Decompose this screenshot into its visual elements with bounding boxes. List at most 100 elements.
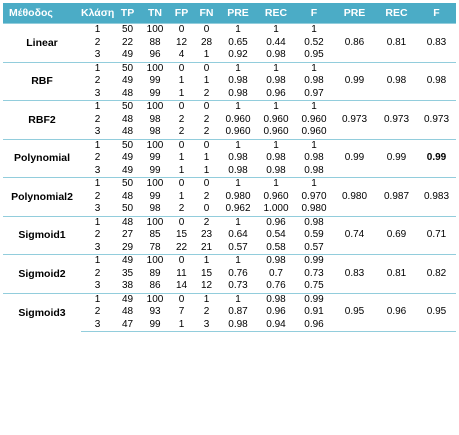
- rec-cell: 0.98: [257, 254, 295, 268]
- avg-rec-cell: [376, 215, 417, 229]
- class-cell: 2: [94, 75, 101, 87]
- header-pre: PRE: [219, 3, 257, 24]
- tn-cell: 96: [149, 49, 161, 61]
- class-cell: 3: [94, 87, 101, 99]
- f-cell: 1: [295, 100, 333, 114]
- avg-rec-cell: [376, 242, 417, 255]
- f-cell: 0.73: [304, 267, 324, 279]
- tp-cell: 50: [114, 138, 141, 152]
- fp-cell: 1: [178, 75, 185, 87]
- method-name: RBF: [3, 61, 81, 101]
- avg-rec-cell: [376, 23, 417, 37]
- avg-rec-cell: [376, 177, 417, 191]
- tp-cell: 35: [121, 267, 134, 279]
- avg-pre-cell: [333, 318, 376, 332]
- pre-cell: 1: [219, 138, 257, 152]
- pre-cell: 1: [219, 254, 257, 268]
- fp-cell: 14: [175, 280, 188, 292]
- tp-cell: 29: [121, 241, 134, 253]
- f-cell: 0.96: [295, 318, 333, 332]
- avg-pre-cell: [333, 242, 376, 255]
- avg-f-cell: [417, 280, 456, 293]
- table-row: Sigmoid1 1 48 100 0 2 1 0.96 0.98: [3, 215, 456, 255]
- avg-pre-cell: [333, 126, 376, 139]
- avg-pre-cell: [333, 177, 376, 191]
- fn-cell: 21: [200, 241, 213, 253]
- pre-cell: 1: [219, 292, 257, 306]
- table-row: 3 49 96 4 1 0.92 0.98 0.95: [3, 49, 456, 62]
- tn-cell: 93: [149, 306, 161, 318]
- header-f: F: [295, 3, 333, 24]
- rec-cell: 0.76: [266, 280, 286, 292]
- table-row: 2 22 88 12 28 0.65 0.44 0.52 0.86 0.81 0.83: [3, 37, 456, 50]
- tn-cell: 100: [141, 100, 169, 114]
- class-cell: 3: [94, 164, 101, 176]
- fn-cell: 28: [200, 36, 213, 48]
- avg-pre-cell: [333, 203, 376, 216]
- method-name: Sigmoid3: [3, 292, 81, 332]
- rec-cell: 0.54: [266, 229, 286, 241]
- avg-f-cell: [417, 88, 456, 101]
- class-cell: 3: [94, 49, 101, 61]
- table-row: Linear 1 50 100 0 0 1 1 1: [3, 23, 456, 62]
- pre-cell: 1: [219, 23, 257, 37]
- table-row: 2 48 93 7 2 0.87 0.96 0.91 0.95 0.96 0.95: [3, 306, 456, 319]
- avg-rec-cell: 0.973: [383, 113, 410, 125]
- rec-cell: 0.7: [269, 267, 283, 279]
- pre-cell: 1: [219, 61, 257, 75]
- table-row: 3 49 99 1 1 0.98 0.98 0.98: [3, 165, 456, 178]
- table-row: Polynomial 1 50 100 0 0 1 1 1: [3, 138, 456, 178]
- pre-cell: 0.76: [228, 267, 248, 279]
- tn-cell: 100: [141, 138, 169, 152]
- pre-cell: 0.98: [228, 152, 248, 164]
- table-row: Polynomial2 1 50 100 0 0 1 1 1: [3, 177, 456, 216]
- pre-cell: 0.98: [219, 318, 257, 332]
- avg-f-cell: [417, 215, 456, 229]
- avg-pre-cell: 0.83: [344, 267, 365, 279]
- avg-pre-cell: 0.95: [344, 306, 365, 318]
- fn-cell: 1: [203, 152, 210, 164]
- pre-cell: 0.73: [228, 280, 248, 292]
- tn-cell: 99: [149, 87, 161, 99]
- header-fp: FP: [169, 3, 194, 24]
- rec-cell: 0.98: [257, 292, 295, 306]
- avg-rec-cell: [376, 318, 417, 332]
- table-row: RBF 1 50 100 0 0 1 1 1: [3, 61, 456, 101]
- table-row: 3 50 98 2 0 0.962 1.000 0.980: [3, 203, 456, 216]
- tp-cell: 49: [114, 292, 141, 306]
- method-name: Sigmoid2: [3, 254, 81, 293]
- fn-cell: 2: [203, 87, 210, 99]
- avg-rec-cell: [376, 292, 417, 306]
- class-cell: 2: [94, 306, 101, 318]
- fn-cell: 2: [203, 306, 210, 318]
- class-cell: 1: [81, 100, 114, 114]
- fp-cell: 0: [169, 215, 194, 229]
- f-cell: 0.970: [301, 190, 327, 202]
- pre-cell: 0.980: [225, 190, 251, 202]
- table-row: 2 48 99 1 2 0.980 0.960 0.970 0.980 0.987 0.983: [3, 191, 456, 204]
- avg-f-cell: [417, 203, 456, 216]
- table-row: 2 27 85 15 23 0.64 0.54 0.59 0.74 0.69 0.71: [3, 229, 456, 242]
- method-name: Polynomial: [3, 138, 81, 178]
- tn-cell: 100: [141, 61, 169, 75]
- fp-cell: 4: [178, 49, 185, 61]
- avg-rec-cell: 0.987: [383, 190, 410, 202]
- fn-cell: 2: [203, 190, 210, 202]
- rec-cell: 1: [257, 23, 295, 37]
- f-cell: 0.95: [304, 49, 324, 61]
- table-row: 2 35 89 11 15 0.76 0.7 0.73 0.83 0.81 0.82: [3, 268, 456, 281]
- rec-cell: 0.96: [266, 306, 286, 318]
- tn-cell: 100: [141, 292, 169, 306]
- f-cell: 0.98: [304, 75, 324, 87]
- tp-cell: 48: [121, 113, 134, 125]
- fn-cell: 2: [194, 215, 219, 229]
- class-cell: 3: [81, 318, 114, 332]
- avg-f-cell: [417, 254, 456, 268]
- rec-cell: 0.96: [266, 87, 286, 99]
- avg-rec-cell: [376, 165, 417, 178]
- f-cell: 0.960: [301, 113, 327, 125]
- f-cell: 0.98: [304, 152, 324, 164]
- fp-cell: 0: [169, 23, 194, 37]
- header-rec: REC: [257, 3, 295, 24]
- fn-cell: 1: [194, 254, 219, 268]
